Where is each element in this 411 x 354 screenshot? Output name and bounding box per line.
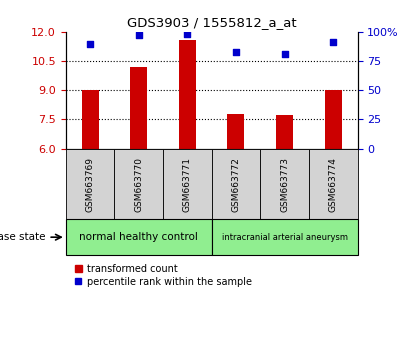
Point: [136, 33, 142, 38]
Bar: [163, 149, 212, 219]
Bar: [130, 67, 147, 149]
Text: GSM663769: GSM663769: [85, 156, 95, 212]
Bar: [212, 219, 358, 255]
Bar: [325, 90, 342, 149]
Point: [233, 49, 239, 55]
Text: disease state: disease state: [0, 232, 45, 242]
Point: [281, 51, 288, 57]
Text: GSM663772: GSM663772: [231, 156, 240, 212]
Text: intracranial arterial aneurysm: intracranial arterial aneurysm: [222, 233, 348, 242]
Bar: [81, 90, 99, 149]
Text: GSM663773: GSM663773: [280, 156, 289, 212]
Bar: [66, 149, 114, 219]
Legend: transformed count, percentile rank within the sample: transformed count, percentile rank withi…: [71, 260, 256, 290]
Point: [184, 32, 191, 37]
Bar: [114, 149, 163, 219]
Bar: [260, 149, 309, 219]
Text: GSM663770: GSM663770: [134, 156, 143, 212]
Text: GSM663771: GSM663771: [183, 156, 192, 212]
Bar: [276, 115, 293, 149]
Point: [330, 40, 337, 45]
Bar: [66, 219, 212, 255]
Bar: [212, 149, 260, 219]
Title: GDS3903 / 1555812_a_at: GDS3903 / 1555812_a_at: [127, 16, 296, 29]
Bar: [309, 149, 358, 219]
Point: [87, 41, 93, 46]
Text: GSM663774: GSM663774: [329, 156, 338, 212]
Bar: [179, 40, 196, 149]
Bar: [227, 114, 245, 149]
Text: normal healthy control: normal healthy control: [79, 232, 198, 242]
